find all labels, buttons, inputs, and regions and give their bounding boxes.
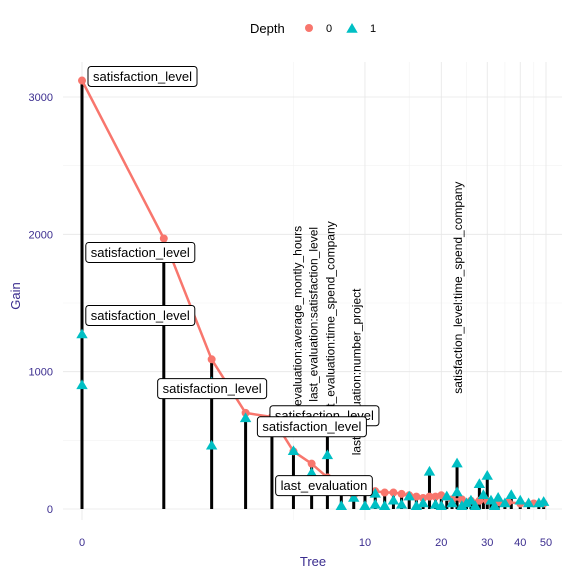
- point-depth-1: [305, 467, 318, 478]
- vertical-label: last_evaluation:time_spend_company: [323, 221, 337, 422]
- x-axis-ticks: 0 10 20 30 40 50: [79, 537, 552, 549]
- point-depth-1: [417, 497, 429, 508]
- point-depth-1: [451, 457, 463, 468]
- legend-marker-depth-0: [305, 24, 313, 32]
- point-depth-0: [457, 495, 466, 504]
- vertical-labels: last_evaluation:average_montly_hours last…: [290, 182, 465, 456]
- legend-label-depth-0: 0: [326, 23, 332, 35]
- box-label: last_evaluation: [275, 475, 373, 497]
- x-tick-label: 50: [540, 537, 552, 549]
- x-tick-label: 0: [79, 537, 85, 549]
- x-tick-label: 30: [481, 537, 493, 549]
- box-label-frame: [157, 378, 268, 400]
- point-depth-1: [378, 500, 391, 510]
- point-depth-1: [423, 465, 436, 476]
- point-depth-1: [205, 439, 218, 450]
- point-depth-1: [488, 500, 501, 510]
- point-depth-1: [456, 500, 468, 510]
- point-depth-0: [78, 76, 86, 85]
- point-depth-1: [441, 490, 453, 501]
- y-tick-label: 2000: [29, 229, 53, 241]
- point-depth-1: [499, 497, 511, 508]
- y-axis-ticks: 0 1000 2000 3000: [29, 92, 53, 516]
- point-depth-1: [505, 489, 517, 499]
- box-label-frame: [85, 241, 196, 263]
- y-tick-label: 3000: [29, 92, 53, 104]
- box-label-text: satisfaction_level: [163, 381, 262, 396]
- y-axis-title: Gain: [8, 282, 23, 309]
- y-tick-label: 0: [47, 504, 53, 516]
- point-depth-1: [76, 379, 88, 390]
- point-depth-1: [369, 498, 381, 509]
- y-tick-label: 1000: [29, 367, 53, 379]
- x-tick-label: 40: [514, 537, 526, 549]
- point-depth-1: [395, 498, 408, 509]
- legend: Depth 0 1: [250, 21, 376, 36]
- box-label-frame: [87, 66, 198, 88]
- major-gridlines: [63, 62, 562, 520]
- point-depth-1: [359, 500, 371, 510]
- point-depth-1: [76, 328, 88, 339]
- point-depth-1: [369, 487, 381, 498]
- box-label-frame: [256, 416, 367, 438]
- x-axis-title: Tree: [300, 554, 326, 569]
- box-label: satisfaction_level: [85, 241, 196, 263]
- minor-gridlines: [63, 62, 562, 520]
- box-label-text: satisfaction_level: [91, 245, 190, 260]
- vertical-label: last_evaluation:average_montly_hours: [290, 226, 304, 431]
- point-depth-1: [348, 492, 360, 502]
- x-tick-label: 20: [435, 537, 447, 549]
- point-depth-1: [465, 494, 477, 505]
- point-depth-1: [469, 500, 481, 510]
- point-depth-0: [159, 234, 168, 243]
- box-label-text: satisfaction_level: [91, 308, 190, 323]
- point-depth-1: [335, 500, 347, 510]
- point-depth-1: [481, 470, 493, 480]
- point-depth-1: [446, 497, 458, 508]
- point-depth-1: [473, 478, 486, 488]
- legend-marker-depth-1: [346, 23, 358, 33]
- point-depth-1: [387, 494, 400, 505]
- point-depth-1: [435, 500, 447, 510]
- point-depth-0: [307, 459, 316, 468]
- point-depth-1: [492, 492, 504, 502]
- box-label-frame: [85, 304, 196, 326]
- point-depth-1: [451, 486, 463, 497]
- point-depth-1: [477, 489, 490, 499]
- point-depth-1: [522, 497, 535, 508]
- box-label-text: satisfaction_level: [93, 69, 192, 84]
- box-label-frame: [275, 475, 373, 497]
- point-depth-0: [380, 488, 389, 497]
- point-depth-1: [287, 445, 300, 456]
- box-label: satisfaction_level: [256, 416, 367, 438]
- box-label-text: last_evaluation: [281, 478, 368, 493]
- vertical-label: satisfaction_level:time_spend_company: [451, 182, 465, 394]
- box-label: satisfaction_level: [157, 378, 268, 400]
- point-depth-1: [537, 496, 550, 506]
- point-depth-0: [389, 488, 398, 497]
- point-depth-1: [514, 494, 526, 505]
- box-labels: satisfaction_levelsatisfaction_levelsati…: [85, 66, 380, 497]
- vertical-label: last_evaluation:satisfaction_level: [307, 227, 321, 402]
- point-depth-1: [321, 449, 334, 460]
- point-depth-0: [412, 492, 421, 501]
- x-tick-label: 10: [359, 537, 371, 549]
- point-depth-1: [410, 500, 423, 510]
- point-depth-0: [397, 489, 406, 498]
- box-label: satisfaction_level: [87, 66, 198, 88]
- box-label: satisfaction_level: [85, 304, 196, 326]
- legend-label-depth-1: 1: [370, 23, 376, 35]
- box-label-text: satisfaction_level: [262, 419, 361, 434]
- legend-title: Depth: [250, 21, 285, 36]
- point-depth-1: [239, 412, 252, 423]
- point-depth-0: [207, 355, 216, 364]
- point-depth-0: [425, 492, 434, 501]
- point-depth-1: [403, 490, 415, 501]
